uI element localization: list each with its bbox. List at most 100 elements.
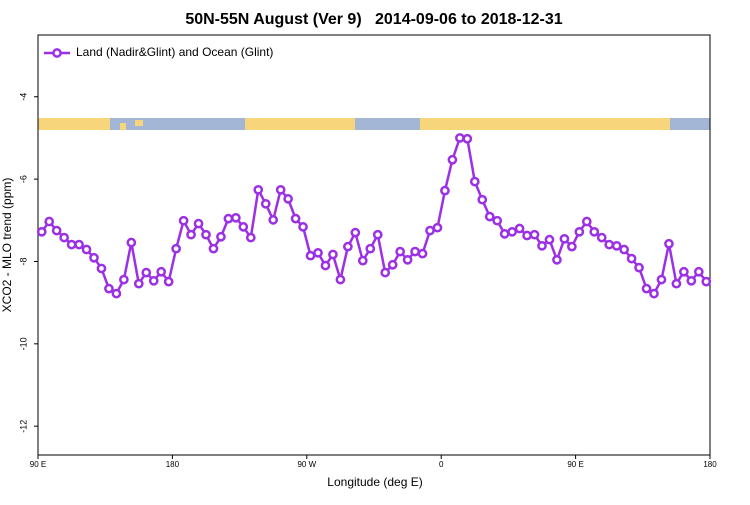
- data-point: [410, 246, 420, 257]
- data-point: [514, 223, 525, 234]
- data-point: [701, 276, 712, 287]
- data-point: [522, 230, 532, 241]
- data-point: [163, 276, 174, 287]
- data-point: [417, 248, 428, 259]
- data-point: [432, 222, 443, 233]
- y-tick-label: -8: [18, 257, 28, 265]
- data-point: [148, 275, 159, 286]
- data-point: [59, 232, 69, 243]
- data-point: [357, 255, 368, 266]
- legend-label: Land (Nadir&Glint) and Ocean (Glint): [76, 45, 273, 59]
- land-band: [120, 123, 126, 130]
- data-point: [372, 229, 383, 240]
- data-point: [693, 266, 704, 277]
- land-band: [420, 118, 670, 130]
- data-point: [126, 237, 137, 248]
- data-point: [51, 225, 62, 236]
- data-point: [350, 227, 361, 238]
- land-band: [245, 118, 355, 130]
- data-point: [626, 253, 637, 264]
- data-point: [402, 254, 413, 265]
- data-point: [283, 194, 293, 204]
- data-point: [619, 244, 629, 255]
- data-point: [245, 232, 256, 243]
- data-point: [96, 263, 107, 274]
- data-point: [499, 229, 510, 239]
- data-point: [305, 250, 316, 261]
- x-tick-label: 90 E: [567, 460, 583, 469]
- x-tick-label: 0: [439, 460, 444, 469]
- land-band: [38, 118, 110, 130]
- legend-marker: [52, 48, 62, 58]
- data-point: [686, 275, 697, 286]
- data-point: [529, 229, 540, 240]
- data-point: [335, 274, 346, 285]
- x-tick-label: 180: [166, 460, 180, 469]
- data-point: [469, 176, 480, 187]
- data-point: [656, 274, 667, 285]
- data-point: [119, 274, 129, 285]
- data-point: [611, 240, 622, 251]
- data-point: [552, 254, 562, 265]
- y-tick-label: -12: [18, 420, 28, 433]
- data-point: [81, 244, 92, 255]
- x-tick-label: 90 W: [297, 460, 316, 469]
- y-tick-label: -10: [18, 337, 28, 350]
- data-point: [201, 229, 211, 240]
- data-point: [581, 216, 592, 227]
- data-point: [387, 259, 398, 270]
- data-point: [328, 249, 338, 260]
- data-point: [216, 231, 226, 242]
- data-point: [664, 238, 674, 249]
- data-point: [104, 283, 114, 294]
- data-point: [671, 278, 682, 289]
- data-point: [365, 243, 376, 254]
- data-point: [477, 194, 488, 205]
- data-point: [567, 241, 577, 252]
- data-point: [462, 133, 473, 144]
- x-tick-label: 180: [703, 460, 717, 469]
- data-point: [193, 218, 204, 229]
- data-point: [178, 215, 189, 226]
- land-band: [135, 120, 143, 126]
- data-point: [380, 267, 391, 278]
- data-point: [44, 216, 55, 227]
- data-point: [641, 283, 652, 294]
- data-point: [320, 260, 331, 271]
- data-point: [440, 185, 450, 196]
- data-point: [238, 222, 249, 232]
- data-point: [290, 213, 301, 224]
- data-point: [89, 252, 99, 263]
- data-point: [133, 278, 144, 289]
- data-point: [537, 240, 547, 251]
- data-point: [298, 222, 308, 232]
- y-tick-label: -6: [18, 175, 28, 183]
- data-point: [395, 246, 405, 257]
- data-point: [171, 243, 181, 254]
- data-point: [223, 213, 234, 224]
- data-point: [484, 211, 495, 222]
- data-point: [649, 288, 659, 299]
- data-point: [260, 198, 271, 209]
- data-point: [141, 267, 152, 278]
- data-point: [313, 247, 323, 258]
- data-point: [66, 239, 77, 250]
- data-point: [455, 133, 465, 143]
- land-ocean-strip: [38, 118, 710, 130]
- data-point: [492, 215, 503, 226]
- data-point: [231, 212, 241, 223]
- x-axis-label: Longitude (deg E): [327, 475, 422, 489]
- data-point: [425, 225, 435, 236]
- y-tick-label: -4: [18, 93, 28, 101]
- data-point: [507, 226, 517, 237]
- data-point: [604, 239, 615, 250]
- data-point: [74, 239, 84, 250]
- chart-title: 50N-55N August (Ver 9) 2014-09-06 to 201…: [185, 11, 562, 28]
- data-point: [208, 243, 219, 254]
- data-point: [268, 215, 279, 225]
- data-point: [156, 266, 167, 277]
- y-axis-label: XCO2 - MLO trend (ppm): [0, 178, 14, 313]
- data-point: [447, 154, 458, 165]
